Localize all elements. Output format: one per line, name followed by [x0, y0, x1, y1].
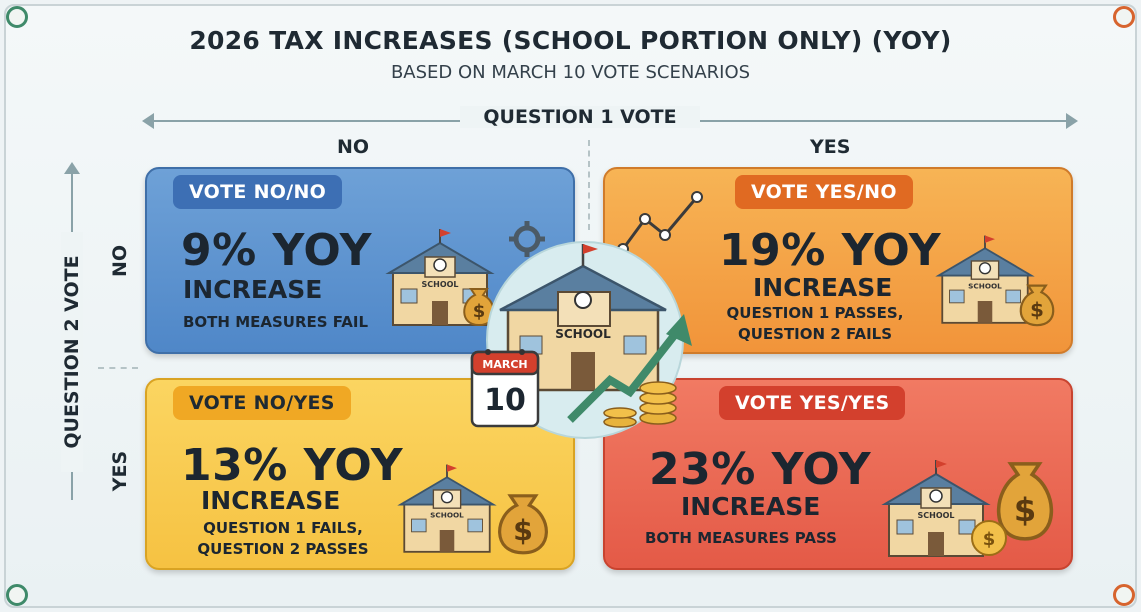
school-icon: SCHOOL [397, 464, 497, 553]
scenario-description: BOTH MEASURES PASS [645, 529, 837, 547]
money-bag-icon: $ [1019, 284, 1055, 327]
scenario-percent: 19% YOY [719, 225, 942, 276]
school-sign-label: SCHOOL [555, 327, 611, 341]
svg-text:$: $ [513, 514, 533, 547]
column-head-no: NO [337, 136, 370, 158]
scenario-tag: VOTE YES/YES [719, 386, 906, 420]
row-head-yes: YES [109, 450, 132, 492]
page-subtitle: BASED ON MARCH 10 VOTE SCENARIOS [390, 62, 751, 83]
scenario-card-yes-yes: VOTE YES/YES 23% YOY INCREASE BOTH MEASU… [603, 378, 1073, 570]
growth-arrow-icon [567, 314, 692, 423]
svg-text:SCHOOL: SCHOOL [968, 281, 1002, 290]
svg-text:$: $ [1014, 491, 1036, 529]
svg-text:SCHOOL: SCHOOL [917, 511, 954, 520]
scenario-tag: VOTE NO/YES [173, 386, 351, 420]
school-building-icon [499, 244, 667, 392]
calendar-icon [470, 349, 540, 428]
scenario-increase-label: INCREASE [753, 273, 893, 302]
page-title: 2026 TAX INCREASES (SCHOOL PORTION ONLY)… [189, 26, 952, 55]
scenario-increase-label: INCREASE [201, 486, 341, 515]
question1-axis-label: QUESTION 1 VOTE [460, 106, 700, 128]
coin-icon: $ [971, 520, 1007, 556]
scenario-description-line: QUESTION 1 PASSES, [726, 304, 904, 322]
svg-text:$: $ [1030, 298, 1044, 321]
scenario-description-line: QUESTION 2 FAILS [737, 325, 893, 343]
scenario-percent: 23% YOY [649, 444, 872, 495]
gear-icon [509, 221, 545, 257]
scenario-increase-label: INCREASE [183, 275, 323, 304]
scenario-description: QUESTION 1 PASSES, QUESTION 2 FAILS [725, 303, 905, 345]
money-bag-icon: $ [498, 494, 548, 555]
corner-ornament [6, 6, 28, 28]
calendar-month: MARCH [482, 358, 527, 371]
scenario-description-line: QUESTION 1 FAILS, [203, 519, 363, 537]
scenario-card-no-no: VOTE NO/NO 9% YOY INCREASE BOTH MEASURES… [145, 167, 575, 354]
svg-text:SCHOOL: SCHOOL [430, 510, 464, 519]
svg-text:SCHOOL: SCHOOL [421, 280, 458, 289]
calendar-day: 10 [484, 383, 526, 418]
center-emblem: SCHOOL MARCH 10 [470, 241, 692, 439]
scenario-description: QUESTION 1 FAILS, QUESTION 2 PASSES [183, 518, 383, 560]
row-head-no: NO [109, 244, 132, 278]
quadrant-divider [98, 367, 138, 369]
scenario-card-no-yes: VOTE NO/YES 13% YOY INCREASE QUESTION 1 … [145, 378, 575, 570]
scenario-increase-label: INCREASE [681, 492, 821, 521]
svg-text:$: $ [473, 301, 486, 322]
corner-ornament [1113, 6, 1135, 28]
scenario-tag: VOTE NO/NO [173, 175, 343, 209]
scenario-percent: 13% YOY [181, 440, 404, 491]
money-bag-icon: $ [463, 288, 495, 327]
school-icon: SCHOOL [935, 235, 1035, 324]
question2-axis-label: QUESTION 2 VOTE [61, 232, 83, 472]
quadrant-divider [588, 140, 590, 230]
scenario-tag: VOTE YES/NO [735, 175, 913, 209]
corner-ornament [1113, 584, 1135, 606]
corner-ornament [6, 584, 28, 606]
arrow-right-icon [1066, 113, 1078, 129]
school-icon: SCHOOL [881, 460, 991, 557]
coin-stack-icon [603, 381, 677, 428]
svg-text:$: $ [983, 529, 996, 550]
scenario-percent: 9% YOY [181, 225, 373, 276]
scenario-description-line: QUESTION 2 PASSES [197, 540, 369, 558]
column-head-yes: YES [810, 136, 851, 158]
arrow-up-icon [64, 162, 80, 174]
arrow-left-icon [142, 113, 154, 129]
money-bag-icon: $ [996, 462, 1054, 541]
scenario-description: BOTH MEASURES FAIL [183, 313, 369, 331]
